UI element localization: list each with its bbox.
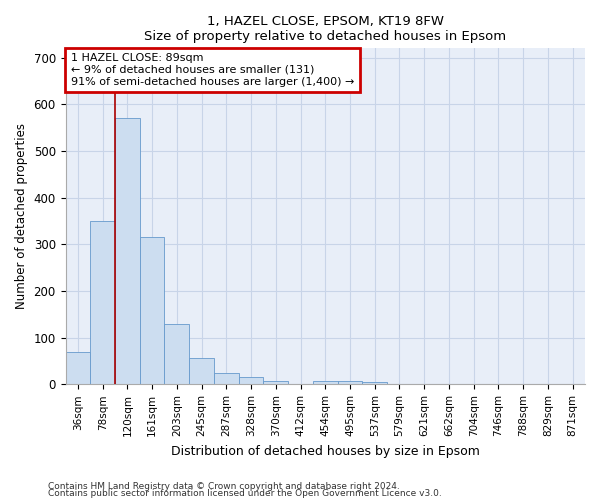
Bar bbox=[90, 221, 115, 384]
X-axis label: Distribution of detached houses by size in Epsom: Distribution of detached houses by size … bbox=[171, 444, 480, 458]
Bar bbox=[189, 358, 214, 384]
Bar bbox=[239, 378, 263, 384]
Text: Contains HM Land Registry data © Crown copyright and database right 2024.: Contains HM Land Registry data © Crown c… bbox=[48, 482, 400, 491]
Bar bbox=[140, 238, 164, 384]
Bar bbox=[65, 352, 90, 384]
Bar bbox=[313, 380, 338, 384]
Bar bbox=[338, 380, 362, 384]
Bar bbox=[263, 380, 288, 384]
Bar bbox=[164, 324, 189, 384]
Bar bbox=[115, 118, 140, 384]
Title: 1, HAZEL CLOSE, EPSOM, KT19 8FW
Size of property relative to detached houses in : 1, HAZEL CLOSE, EPSOM, KT19 8FW Size of … bbox=[144, 15, 506, 43]
Text: 1 HAZEL CLOSE: 89sqm
← 9% of detached houses are smaller (131)
91% of semi-detac: 1 HAZEL CLOSE: 89sqm ← 9% of detached ho… bbox=[71, 54, 354, 86]
Bar bbox=[214, 372, 239, 384]
Bar bbox=[362, 382, 387, 384]
Y-axis label: Number of detached properties: Number of detached properties bbox=[15, 124, 28, 310]
Text: Contains public sector information licensed under the Open Government Licence v3: Contains public sector information licen… bbox=[48, 490, 442, 498]
